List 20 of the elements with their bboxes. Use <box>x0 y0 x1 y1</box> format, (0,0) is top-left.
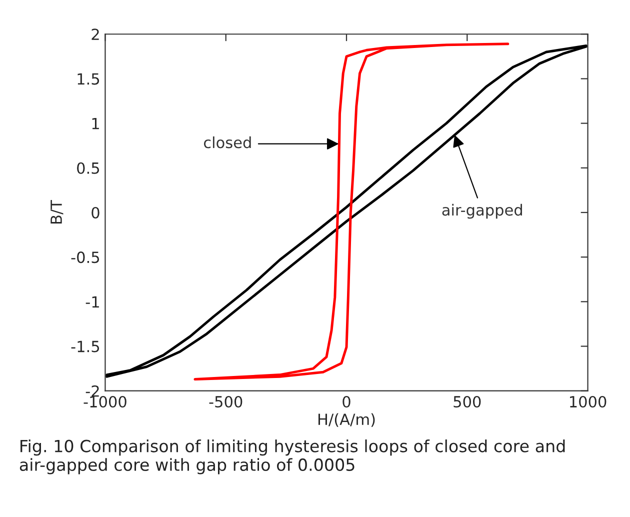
y-tick-label: -0.5 <box>71 252 100 264</box>
annotation: closed <box>204 136 251 148</box>
x-tick-label: -1000 <box>84 396 126 408</box>
y-tick-label: -2 <box>86 385 99 397</box>
y-tick-label: 0 <box>92 206 100 219</box>
annotation: air-gapped <box>442 204 522 219</box>
y-axis-title: B/T <box>50 200 64 224</box>
line-series <box>106 44 588 378</box>
y-tick-label: 2 <box>92 28 99 40</box>
y-tick-label: 1 <box>92 118 99 130</box>
x-tick-label: 0 <box>342 396 350 408</box>
x-axis-title: H/(A/m) <box>318 413 375 427</box>
y-tick-label: -1.5 <box>71 340 100 352</box>
caption: Fig. 10 Comparison of limiting hysteresis loops of closed core and air-gapped core with gap ratio of 0.0005 <box>20 439 565 474</box>
x-tick-label: -500 <box>209 396 242 408</box>
y-tick-label: 0.5 <box>77 162 100 174</box>
y-tick-label: -1 <box>86 296 99 308</box>
x-tick-label: 1000 <box>570 396 606 408</box>
x-tick-label: 500 <box>454 396 481 408</box>
y-tick-label: 1.5 <box>78 73 100 85</box>
